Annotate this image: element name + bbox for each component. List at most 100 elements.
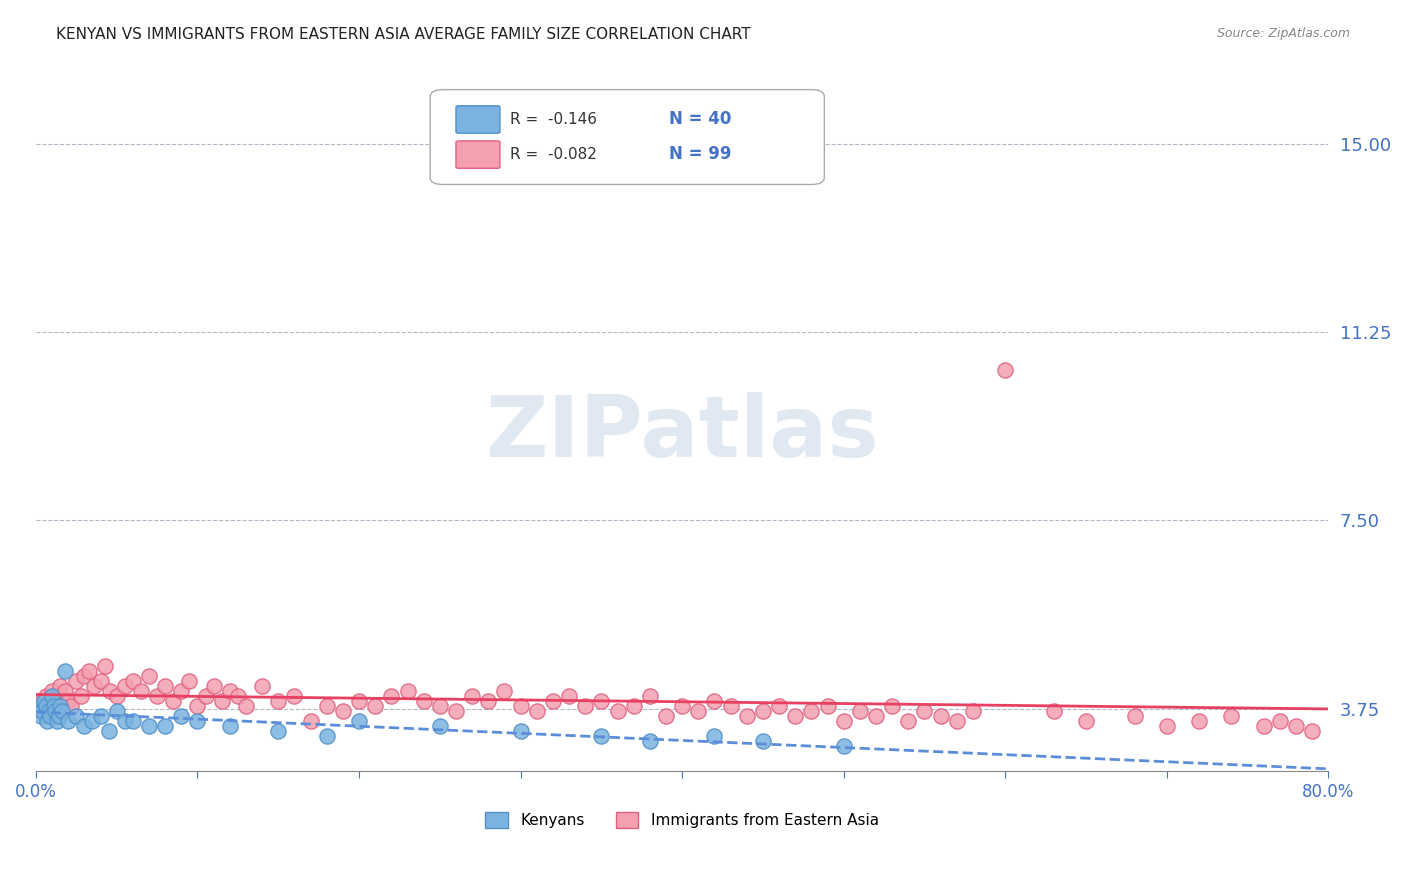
Immigrants from Eastern Asia — [752, 704, 775, 718]
Immigrants from Eastern Asia — [1188, 714, 1211, 728]
Kenyans — [138, 719, 160, 733]
Immigrants from Eastern Asia — [153, 679, 176, 693]
Immigrants from Eastern Asia — [509, 699, 531, 714]
Immigrants from Eastern Asia — [186, 699, 208, 714]
Kenyans — [509, 724, 531, 739]
Immigrants from Eastern Asia — [38, 699, 60, 714]
Text: N = 40: N = 40 — [669, 110, 731, 128]
Immigrants from Eastern Asia — [558, 689, 581, 703]
Immigrants from Eastern Asia — [541, 694, 564, 708]
Kenyans — [90, 709, 112, 723]
Kenyans — [638, 734, 661, 748]
Immigrants from Eastern Asia — [865, 709, 887, 723]
Immigrants from Eastern Asia — [250, 679, 273, 693]
Immigrants from Eastern Asia — [396, 684, 419, 698]
Immigrants from Eastern Asia — [671, 699, 693, 714]
Immigrants from Eastern Asia — [34, 689, 56, 703]
Kenyans — [42, 699, 65, 714]
Kenyans — [82, 714, 104, 728]
Immigrants from Eastern Asia — [122, 673, 145, 688]
Kenyans — [30, 709, 52, 723]
Immigrants from Eastern Asia — [526, 704, 548, 718]
Immigrants from Eastern Asia — [162, 694, 184, 708]
Kenyans — [97, 724, 120, 739]
FancyBboxPatch shape — [430, 89, 824, 185]
Kenyans — [58, 714, 80, 728]
Kenyans — [28, 699, 51, 714]
Immigrants from Eastern Asia — [1285, 719, 1308, 733]
Immigrants from Eastern Asia — [994, 363, 1017, 377]
Immigrants from Eastern Asia — [202, 679, 225, 693]
Immigrants from Eastern Asia — [494, 684, 516, 698]
Immigrants from Eastern Asia — [1123, 709, 1146, 723]
Immigrants from Eastern Asia — [574, 699, 596, 714]
Immigrants from Eastern Asia — [48, 699, 70, 714]
Immigrants from Eastern Asia — [946, 714, 969, 728]
Kenyans — [31, 704, 53, 718]
Immigrants from Eastern Asia — [44, 694, 66, 708]
Kenyans — [32, 694, 55, 708]
Immigrants from Eastern Asia — [98, 684, 121, 698]
Kenyans — [752, 734, 775, 748]
Kenyans — [591, 729, 613, 743]
Immigrants from Eastern Asia — [211, 694, 233, 708]
Immigrants from Eastern Asia — [735, 709, 758, 723]
Immigrants from Eastern Asia — [138, 669, 160, 683]
Immigrants from Eastern Asia — [146, 689, 169, 703]
Kenyans — [48, 709, 70, 723]
Immigrants from Eastern Asia — [1220, 709, 1243, 723]
Kenyans — [105, 704, 128, 718]
Kenyans — [34, 699, 56, 714]
Immigrants from Eastern Asia — [32, 699, 55, 714]
Immigrants from Eastern Asia — [45, 689, 67, 703]
Immigrants from Eastern Asia — [1074, 714, 1097, 728]
Text: R =  -0.146: R = -0.146 — [510, 112, 598, 127]
Legend: Kenyans, Immigrants from Eastern Asia: Kenyans, Immigrants from Eastern Asia — [479, 805, 884, 834]
Kenyans — [153, 719, 176, 733]
Kenyans — [44, 704, 66, 718]
Kenyans — [429, 719, 451, 733]
Text: Source: ZipAtlas.com: Source: ZipAtlas.com — [1216, 27, 1350, 40]
Immigrants from Eastern Asia — [606, 704, 628, 718]
Immigrants from Eastern Asia — [477, 694, 499, 708]
Immigrants from Eastern Asia — [800, 704, 823, 718]
Immigrants from Eastern Asia — [179, 673, 201, 688]
Immigrants from Eastern Asia — [129, 684, 152, 698]
Immigrants from Eastern Asia — [703, 694, 725, 708]
Immigrants from Eastern Asia — [235, 699, 257, 714]
Immigrants from Eastern Asia — [1042, 704, 1064, 718]
Kenyans — [114, 714, 136, 728]
Immigrants from Eastern Asia — [58, 694, 80, 708]
Immigrants from Eastern Asia — [929, 709, 952, 723]
FancyBboxPatch shape — [456, 106, 501, 133]
Immigrants from Eastern Asia — [105, 689, 128, 703]
Kenyans — [703, 729, 725, 743]
Kenyans — [53, 664, 76, 678]
Kenyans — [37, 714, 59, 728]
Immigrants from Eastern Asia — [638, 689, 661, 703]
Immigrants from Eastern Asia — [591, 694, 613, 708]
Immigrants from Eastern Asia — [218, 684, 240, 698]
Immigrants from Eastern Asia — [90, 673, 112, 688]
Immigrants from Eastern Asia — [53, 684, 76, 698]
Immigrants from Eastern Asia — [623, 699, 645, 714]
Immigrants from Eastern Asia — [1301, 724, 1323, 739]
Immigrants from Eastern Asia — [882, 699, 904, 714]
Immigrants from Eastern Asia — [70, 689, 93, 703]
Immigrants from Eastern Asia — [817, 699, 839, 714]
Text: N = 99: N = 99 — [669, 145, 731, 163]
Immigrants from Eastern Asia — [114, 679, 136, 693]
Immigrants from Eastern Asia — [65, 673, 87, 688]
Immigrants from Eastern Asia — [444, 704, 467, 718]
Immigrants from Eastern Asia — [77, 664, 100, 678]
Immigrants from Eastern Asia — [315, 699, 337, 714]
Immigrants from Eastern Asia — [897, 714, 920, 728]
Kenyans — [315, 729, 337, 743]
Immigrants from Eastern Asia — [962, 704, 984, 718]
Immigrants from Eastern Asia — [1156, 719, 1178, 733]
Immigrants from Eastern Asia — [461, 689, 484, 703]
Kenyans — [122, 714, 145, 728]
Immigrants from Eastern Asia — [83, 679, 105, 693]
Text: R =  -0.082: R = -0.082 — [510, 147, 598, 161]
Kenyans — [51, 704, 73, 718]
